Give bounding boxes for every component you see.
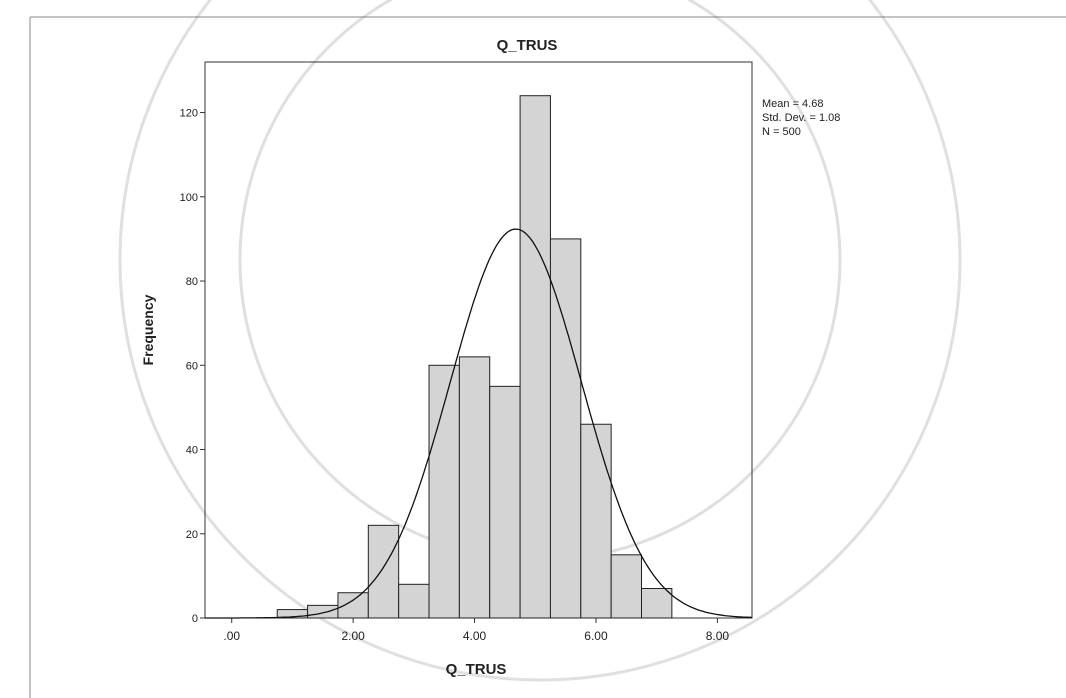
bar [459,357,489,618]
y-tick-label: 20 [186,529,198,541]
bar [642,589,672,618]
chart-title: Q_TRUS [497,37,558,54]
x-tick-label: 2.00 [341,629,365,643]
y-tick-label: 0 [192,613,198,625]
x-tick-label: .00 [223,629,240,643]
y-tick-label: 60 [186,360,198,372]
bar [520,96,550,618]
y-tick-label: 40 [186,445,198,457]
bar [581,424,611,618]
y-axis-title: Frequency [140,294,156,365]
x-axis-title: Q_TRUS [446,661,507,678]
bar [611,555,641,618]
stats-annotation: Std. Dev. = 1.08 [762,112,840,124]
stats-annotation: N = 500 [762,126,801,138]
bar [399,584,429,618]
y-tick-label: 80 [186,276,198,288]
bar [368,525,398,618]
bar [490,386,520,618]
bar [338,593,368,618]
y-tick-label: 100 [180,192,198,204]
chart: Q_TRUS Q_TRUS Frequency 0 20 40 60 80 100 120.… [0,0,1066,698]
bar [550,239,580,618]
y-tick-label: 120 [180,108,198,120]
x-tick-label: 4.00 [463,629,487,643]
stats-annotation: Mean = 4.68 [762,98,823,110]
x-tick-label: 6.00 [584,629,608,643]
bar [308,605,338,618]
x-tick-label: 8.00 [706,629,730,643]
